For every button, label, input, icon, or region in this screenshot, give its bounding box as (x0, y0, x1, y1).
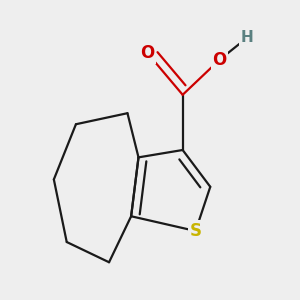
Text: H: H (241, 30, 254, 45)
Text: O: O (212, 51, 226, 69)
Text: S: S (190, 222, 202, 240)
Text: O: O (141, 44, 155, 62)
